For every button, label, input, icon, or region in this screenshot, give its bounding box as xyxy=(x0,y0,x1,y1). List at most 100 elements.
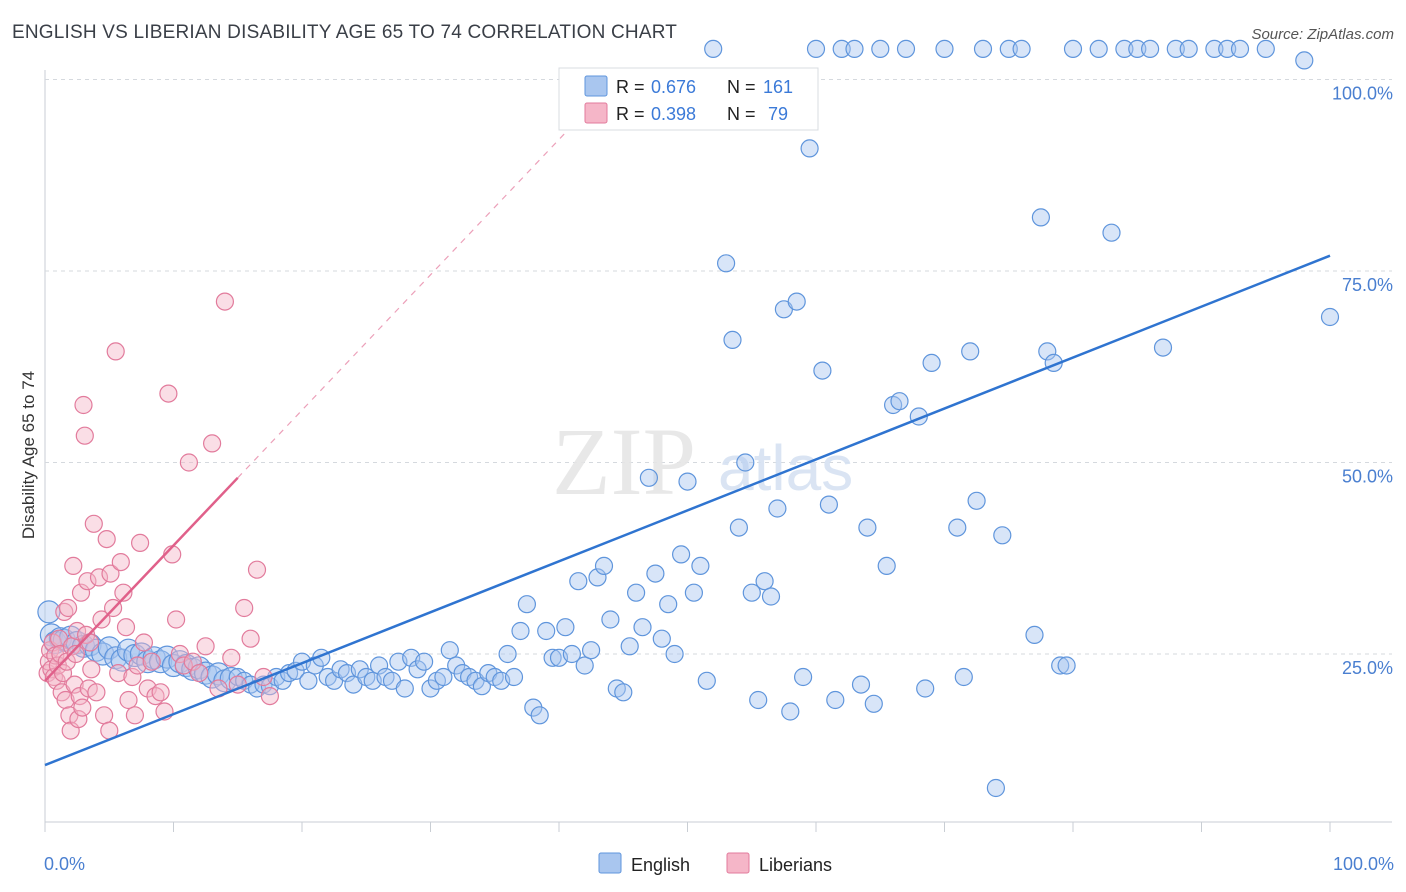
legend-english-swatch xyxy=(584,75,608,97)
liberian-point xyxy=(111,552,130,572)
english-point xyxy=(749,690,768,710)
english-point xyxy=(1051,656,1070,675)
english-point xyxy=(447,656,466,675)
english-point xyxy=(1063,39,1083,59)
english-point xyxy=(1025,625,1044,645)
english-point xyxy=(999,39,1018,59)
legend-liberian-key xyxy=(726,852,750,874)
trend-lines xyxy=(44,98,1331,767)
liberian-point xyxy=(215,292,234,311)
english-point xyxy=(871,39,890,59)
liberian-series-points xyxy=(38,292,279,740)
english-point xyxy=(646,564,665,583)
legend-liberian-n-value: 79 xyxy=(768,104,788,124)
english-point xyxy=(415,652,434,671)
english-point xyxy=(1320,307,1340,327)
legend-liberian-r-label: R = xyxy=(616,104,645,124)
english-point xyxy=(620,637,639,656)
english-point xyxy=(1256,39,1275,59)
english-point xyxy=(729,518,749,537)
liberian-point xyxy=(53,663,73,683)
liberian-point xyxy=(159,384,178,403)
english-point xyxy=(684,583,704,602)
legend-english-r-label: R = xyxy=(616,77,645,97)
watermark-atlas: atlas xyxy=(718,432,853,504)
liberian-point xyxy=(114,583,133,602)
y-tick-labels: 25.0% 50.0% 75.0% 100.0% xyxy=(1332,84,1393,679)
english-point xyxy=(704,39,723,59)
english-point xyxy=(716,254,736,273)
liberian-point xyxy=(179,453,198,472)
english-point xyxy=(781,702,800,721)
english-point xyxy=(472,677,491,696)
liberian-point xyxy=(151,683,170,702)
english-point xyxy=(537,621,556,641)
x-tick-label-min: 0.0% xyxy=(44,854,85,874)
liberian-point xyxy=(65,675,84,694)
english-point xyxy=(530,706,549,725)
liberian-trend-extension xyxy=(237,98,598,479)
liberian-point xyxy=(142,652,161,671)
english-point xyxy=(890,392,909,411)
english-point xyxy=(845,39,864,59)
english-point xyxy=(395,679,414,698)
english-point xyxy=(575,656,594,675)
english-point xyxy=(639,468,659,487)
english-point xyxy=(1031,208,1051,227)
english-point xyxy=(761,587,781,606)
english-point xyxy=(504,667,524,687)
liberian-point xyxy=(109,663,128,683)
liberian-point xyxy=(183,652,202,671)
gridlines xyxy=(45,79,1392,655)
english-point xyxy=(1295,51,1314,70)
english-point xyxy=(697,671,716,690)
chart-title: ENGLISH VS LIBERIAN DISABILITY AGE 65 TO… xyxy=(12,22,677,43)
english-point xyxy=(1038,342,1057,361)
liberian-point xyxy=(119,690,138,710)
english-point xyxy=(1230,39,1250,59)
english-trend-line xyxy=(44,254,1331,767)
liberian-point xyxy=(190,663,209,683)
english-point xyxy=(806,39,826,59)
liberian-point xyxy=(94,706,114,725)
legend-series: English Liberians xyxy=(598,852,832,875)
liberian-point xyxy=(125,706,144,725)
liberian-point xyxy=(66,644,85,664)
english-point xyxy=(877,556,896,576)
liberian-point xyxy=(174,656,193,675)
english-point xyxy=(755,572,774,591)
english-point xyxy=(408,660,427,679)
y-tick-label: 100.0% xyxy=(1332,84,1393,104)
legend-liberian-n-label: N = xyxy=(727,104,756,124)
english-point xyxy=(916,679,935,698)
liberian-point xyxy=(106,342,125,361)
english-point xyxy=(569,572,588,591)
english-point xyxy=(601,610,620,629)
english-point xyxy=(511,621,530,641)
english-point xyxy=(851,675,871,694)
liberian-point xyxy=(89,568,109,587)
liberian-point xyxy=(71,583,91,602)
liberian-point xyxy=(116,618,136,637)
english-point xyxy=(671,545,691,564)
english-point xyxy=(498,644,517,664)
english-point xyxy=(370,656,389,675)
english-point xyxy=(1102,223,1121,242)
legend-english-r-value: 0.676 xyxy=(651,77,696,97)
legend-stats: R = 0.676 N = 161 R = 0.398 N = 79 xyxy=(558,67,819,131)
english-point xyxy=(768,499,787,518)
liberian-point xyxy=(75,426,94,445)
liberian-point xyxy=(97,529,116,549)
y-tick-label: 75.0% xyxy=(1342,275,1393,295)
legend-liberian-r-value: 0.398 xyxy=(651,104,696,124)
english-point xyxy=(1012,39,1031,59)
liberian-point xyxy=(247,560,267,579)
liberian-point xyxy=(123,667,142,687)
english-point xyxy=(594,556,614,576)
legend-liberian-label: Liberians xyxy=(759,855,832,875)
english-point xyxy=(742,583,761,602)
english-point xyxy=(858,518,877,537)
legend-liberian-swatch xyxy=(584,102,608,124)
english-point xyxy=(986,778,1006,798)
y-tick-label: 50.0% xyxy=(1342,467,1393,487)
